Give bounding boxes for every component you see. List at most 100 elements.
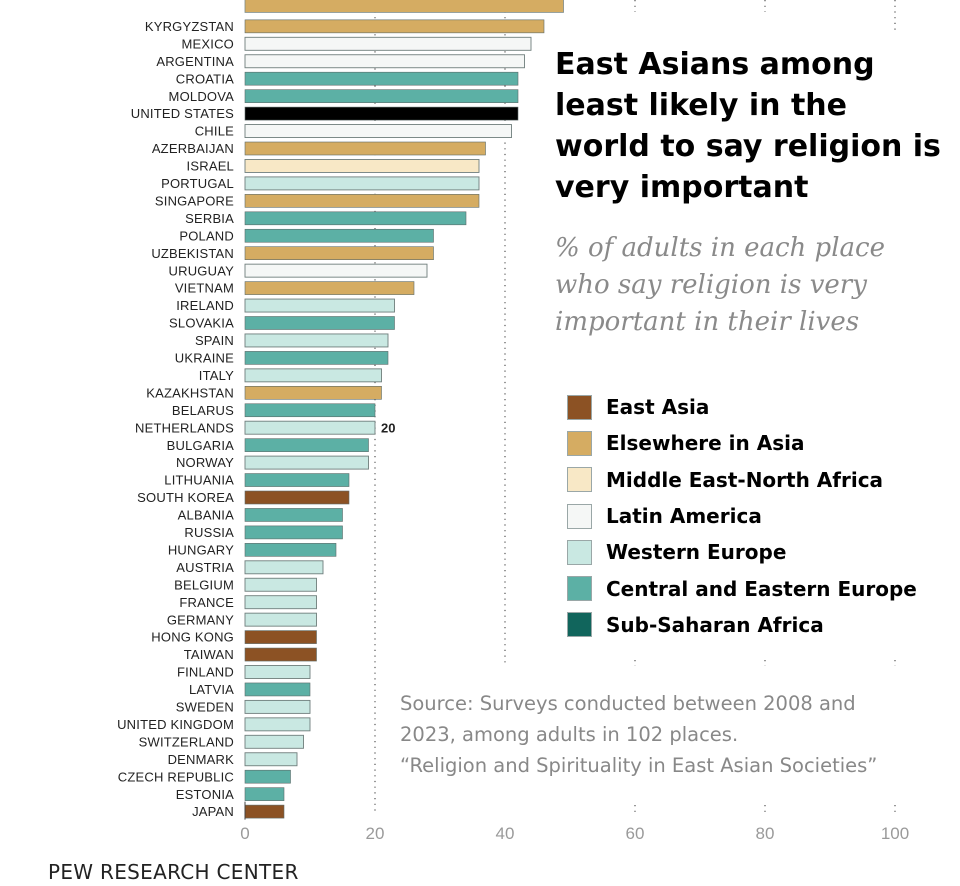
bar	[244, 89, 519, 103]
x-tick-label: 20	[366, 824, 385, 843]
bar	[244, 665, 311, 679]
bar	[244, 543, 337, 557]
category-label: LATVIA	[189, 682, 234, 697]
chart-title: East Asians among least likely in the wo…	[555, 47, 941, 205]
category-label: ARGENTINA	[156, 54, 234, 69]
category-label: UKRAINE	[175, 351, 234, 366]
category-label: MEXICO	[182, 36, 234, 51]
legend-swatch	[567, 539, 592, 565]
category-label: SOUTH KOREA	[137, 490, 234, 505]
bar	[244, 699, 311, 714]
bar	[244, 403, 376, 418]
category-label: NETHERLANDS	[135, 420, 234, 435]
category-label: UZBEKISTAN	[151, 246, 234, 261]
legend-swatch	[567, 394, 592, 420]
legend-item-central-eastern-europe: Central and Eastern Europe	[567, 570, 917, 606]
source-line: “Religion and Spirituality in East Asian…	[400, 754, 878, 777]
category-label: KYRGYZSTAN	[145, 19, 234, 34]
legend-label: Sub-Saharan Africa	[606, 612, 824, 637]
category-label: HUNGARY	[168, 542, 234, 557]
legend-item-sub-saharan-africa: Sub-Saharan Africa	[567, 607, 917, 643]
bar	[244, 158, 480, 173]
bar	[244, 438, 369, 452]
bar	[244, 473, 350, 487]
bar	[244, 420, 376, 435]
category-label: NORWAY	[176, 455, 234, 470]
legend-item-elsewhere-in-asia: Elsewhere in Asia	[567, 425, 917, 461]
bar	[244, 316, 395, 330]
legend-label: Middle East-North Africa	[606, 467, 884, 492]
chart-subtitle: % of adults in each place who say religi…	[555, 233, 885, 337]
legend-swatch	[567, 503, 592, 529]
bar	[244, 385, 382, 400]
category-label: GERMANY	[167, 612, 234, 627]
bar	[244, 368, 382, 383]
bar	[244, 490, 350, 505]
legend-item-east-asia: East Asia	[567, 389, 917, 425]
category-label: IRELAND	[176, 298, 234, 313]
category-label: CHILE	[195, 124, 234, 139]
bar	[244, 141, 486, 156]
legend-item-latin-america: Latin America	[567, 498, 917, 534]
bar	[244, 211, 467, 226]
bar	[244, 647, 317, 662]
x-tick-label: 0	[240, 824, 249, 843]
category-label: RUSSIA	[184, 525, 234, 540]
bar	[244, 455, 369, 470]
bar-partial	[244, 0, 564, 13]
category-label: SWITZERLAND	[139, 734, 234, 749]
category-label: HONG KONG	[151, 630, 234, 645]
bar	[244, 752, 298, 767]
bar	[244, 717, 311, 732]
bar	[244, 804, 285, 819]
category-label: SINGAPORE	[155, 193, 234, 208]
source-note: Source: Surveys conducted between 2008 a…	[400, 688, 940, 781]
bar	[244, 281, 415, 295]
category-label: ESTONIA	[176, 787, 234, 802]
category-label: UNITED STATES	[131, 106, 234, 121]
category-label: TAIWAN	[184, 647, 234, 662]
x-tick-label: 100	[881, 824, 909, 843]
bar	[244, 734, 304, 749]
source-line: Source: Surveys conducted between 2008 a…	[400, 692, 856, 715]
legend-swatch	[567, 430, 592, 456]
category-label: SERBIA	[185, 211, 234, 226]
category-label: PORTUGAL	[161, 176, 234, 191]
category-label: ALBANIA	[178, 508, 234, 523]
legend-label: Western Europe	[606, 540, 787, 565]
bar	[244, 228, 434, 243]
bar	[244, 333, 389, 348]
bar	[244, 36, 532, 51]
category-label: URUGUAY	[169, 263, 235, 278]
category-label: SLOVAKIA	[169, 316, 234, 331]
category-label: CROATIA	[176, 71, 234, 86]
legend-label: Elsewhere in Asia	[606, 431, 805, 456]
legend-swatch	[567, 576, 592, 602]
bar	[244, 508, 343, 522]
bar	[244, 176, 480, 191]
category-label: DENMARK	[168, 752, 235, 767]
bar	[244, 351, 389, 365]
bar	[244, 194, 480, 208]
category-label: FRANCE	[179, 595, 234, 610]
bar	[244, 630, 317, 644]
category-label: MOLDOVA	[169, 89, 235, 104]
bar	[244, 682, 311, 697]
legend-item-western-europe: Western Europe	[567, 534, 917, 570]
bar	[244, 71, 519, 86]
x-tick-label: 40	[496, 824, 515, 843]
legend: East Asia Elsewhere in Asia Middle East-…	[567, 389, 917, 643]
source-line: 2023, among adults in 102 places.	[400, 723, 739, 746]
bar	[244, 54, 525, 69]
bar	[244, 124, 512, 139]
category-label: VIETNAM	[175, 281, 234, 296]
legend-swatch	[567, 467, 592, 493]
bar	[244, 19, 545, 34]
bar	[244, 106, 519, 121]
category-label: UNITED KINGDOM	[117, 717, 234, 732]
bar	[244, 298, 395, 313]
brand-footer: PEW RESEARCH CENTER	[48, 860, 299, 884]
category-label: FINLAND	[177, 665, 234, 680]
category-label: BELGIUM	[174, 577, 234, 592]
category-label: ISRAEL	[187, 159, 234, 174]
